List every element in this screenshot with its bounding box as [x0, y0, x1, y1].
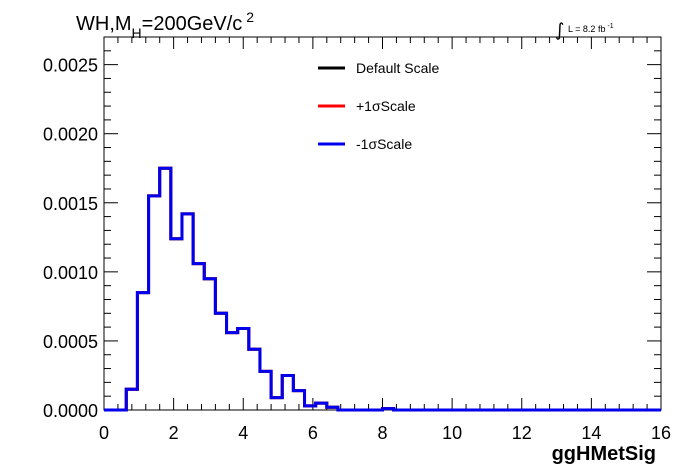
y-tick-label: 0.0000: [43, 401, 98, 421]
series-line-1: [104, 166, 661, 412]
legend-label: Default Scale: [356, 60, 439, 76]
x-tick-label: 14: [581, 423, 601, 443]
luminosity-label: L = 8.2 fb -1: [568, 23, 614, 34]
chart-title: WH,MH=200GeV/c 2: [76, 9, 254, 41]
luminosity-text: L = 8.2 fb: [568, 24, 605, 34]
x-tick-label: 0: [99, 423, 109, 443]
title-middle: =200GeV/c: [142, 13, 243, 35]
title-superscript: 2: [246, 9, 254, 25]
legend: Default Scale +1σScale -1σScale: [318, 60, 439, 152]
legend-label: -1σScale: [356, 136, 412, 152]
series-line-0: [104, 166, 661, 412]
histogram-series: [104, 166, 661, 412]
title-prefix: WH,M: [76, 13, 132, 35]
axis-ticks: [103, 36, 662, 411]
x-tick-label: 12: [512, 423, 532, 443]
y-tick-labels: 0.0000 0.0005 0.0010 0.0015 0.0020 0.0025: [43, 56, 98, 421]
x-tick-labels: 0 2 4 6 8 10 12 14 16: [99, 423, 671, 443]
x-tick-label: 2: [169, 423, 179, 443]
y-tick-label: 0.0015: [43, 194, 98, 214]
y-tick-label: 0.0005: [43, 332, 98, 352]
plot-frame: [103, 36, 662, 411]
x-tick-label: 6: [308, 423, 318, 443]
legend-label: +1σScale: [356, 98, 416, 114]
y-tick-label: 0.0010: [43, 263, 98, 283]
luminosity-superscript: -1: [607, 23, 613, 30]
series-line-2: [104, 166, 661, 412]
x-tick-label: 10: [442, 423, 462, 443]
x-axis-label: ggHMetSig: [552, 443, 656, 465]
y-tick-label: 0.0020: [43, 125, 98, 145]
x-tick-label: 4: [238, 423, 248, 443]
x-tick-label: 16: [651, 423, 671, 443]
x-tick-label: 8: [377, 423, 387, 443]
integral-symbol: ∫: [555, 20, 564, 41]
y-tick-label: 0.0025: [43, 56, 98, 76]
title-subscript: H: [132, 25, 142, 41]
